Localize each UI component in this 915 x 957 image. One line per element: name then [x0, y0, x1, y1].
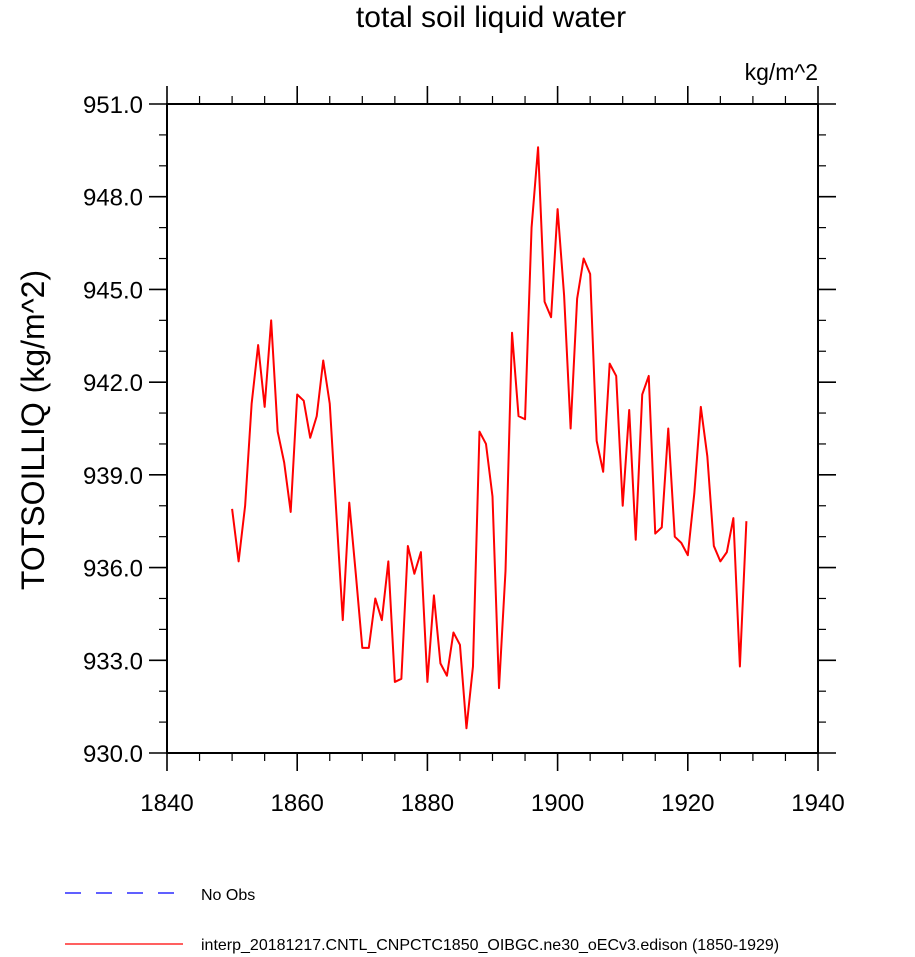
x-tick-label: 1880	[401, 790, 454, 817]
ticks-layer	[149, 86, 836, 771]
y-axis-label: TOTSOILLIQ (kg/m^2)	[15, 270, 51, 590]
y-tick-label: 945.0	[83, 277, 143, 304]
plot-frame	[166, 103, 819, 754]
y-tick-label: 942.0	[83, 370, 143, 397]
x-tick-labels: 1840 1860 1880 1900 1920 1940	[140, 790, 844, 817]
series-line	[231, 146, 748, 730]
x-tick-label: 1940	[791, 790, 844, 817]
units-label: kg/m^2	[745, 59, 818, 85]
legend-label-no-obs: No Obs	[201, 887, 255, 904]
x-tick-label: 1860	[271, 790, 324, 817]
y-tick-label: 948.0	[83, 185, 143, 212]
y-tick-label: 951.0	[83, 92, 143, 119]
y-tick-label: 933.0	[83, 648, 143, 675]
y-tick-label: 939.0	[83, 463, 143, 490]
legend-label-model: interp_20181217.CNTL_CNPCTC1850_OIBGC.ne…	[201, 937, 779, 954]
y-tick-label: 936.0	[83, 556, 143, 583]
x-tick-label: 1900	[531, 790, 584, 817]
chart-title: total soil liquid water	[356, 1, 626, 34]
y-tick-labels: 930.0 933.0 936.0 939.0 942.0 945.0 948.0 951.0	[83, 92, 143, 768]
legend: No Obs interp_20181217.CNTL_CNPCTC1850_O…	[65, 887, 779, 954]
y-tick-label: 930.0	[83, 741, 143, 768]
x-tick-label: 1840	[140, 790, 193, 817]
series-layer	[231, 146, 748, 730]
x-tick-label: 1920	[661, 790, 714, 817]
